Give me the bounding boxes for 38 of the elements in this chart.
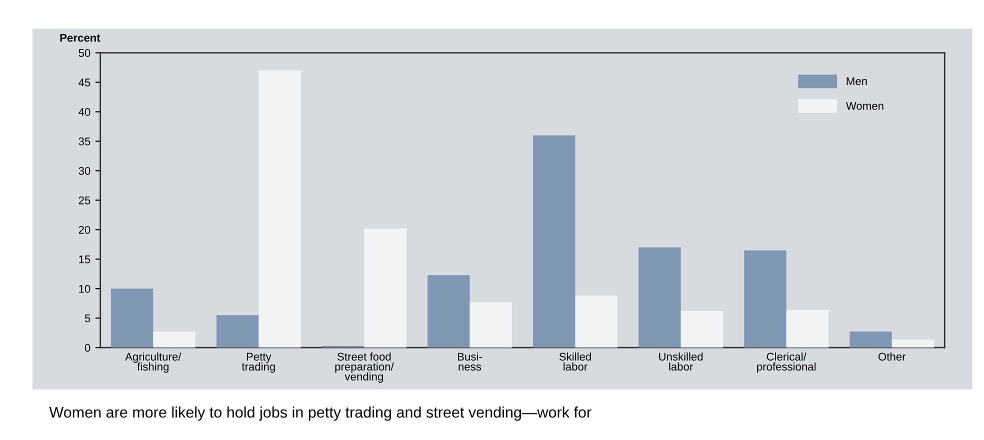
x-tick-label: Skilled labor [559,352,591,371]
x-tick-label: Petty trading [242,352,275,373]
x-tick-label: Busi- ness [458,352,482,371]
bar [258,70,301,348]
legend-label: Women [846,102,884,110]
x-tick-label: Street food preparation/ vending [335,352,394,383]
y-axis-title: Percent [60,34,100,42]
y-tick-label: 5 [84,314,90,322]
bar [216,315,259,348]
bar [470,302,512,348]
legend-label: Men [846,77,867,86]
y-tick-label: 10 [79,284,90,293]
bar [110,288,154,348]
bar [533,135,576,348]
bar [744,250,786,348]
x-tick-label: Clerical/ professional [757,352,816,373]
bar [892,339,934,348]
bar [786,310,829,348]
y-tick-label: 0 [84,344,90,352]
y-tick-label: 25 [78,196,90,204]
bar [153,332,196,348]
bar [850,332,892,348]
bar [364,228,406,348]
x-tick-label: Unskilled labor [659,352,703,371]
bar [575,296,618,348]
y-tick-label: 30 [78,166,90,175]
y-tick-label: 40 [78,108,90,116]
y-tick-label: 35 [78,138,90,146]
text: Women are more likely to hold jobs in petty trading and street vending—work for [49,406,592,421]
y-tick-label: 50 [78,49,90,57]
x-tick-label: Agriculture/ fishing [125,352,182,373]
y-tick-label: 45 [78,78,90,86]
bar [428,275,470,348]
bar [680,311,724,348]
x-tick-label: Other [878,352,906,361]
bar [638,247,681,348]
y-tick-label: 15 [79,256,90,264]
y-tick-label: 20 [78,226,90,234]
